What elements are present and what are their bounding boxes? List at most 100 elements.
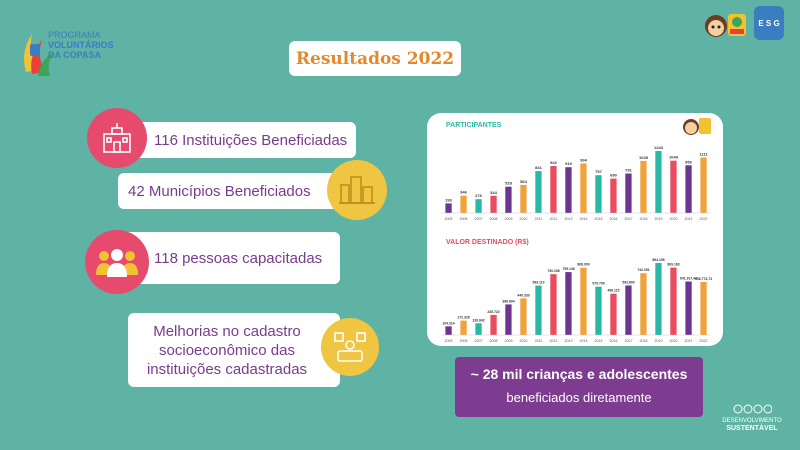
- participantes-bar: [505, 186, 512, 213]
- participantes-year-label: 2015: [595, 217, 603, 221]
- valor-year-label: 2014: [580, 339, 588, 343]
- valor-bar: [700, 281, 707, 335]
- participantes-value-label: 690: [610, 173, 617, 178]
- participantes-year-label: 2009: [505, 217, 513, 221]
- participantes-value-label: 344: [490, 190, 497, 195]
- people-circle: [85, 230, 149, 294]
- participantes-value-label: 1049: [669, 155, 679, 160]
- valor-year-label: 2006: [460, 339, 468, 343]
- participantes-value-label: 791: [625, 168, 632, 173]
- valor-value-label: 809.183: [667, 263, 679, 267]
- valor-value-label: 496.115: [607, 289, 619, 293]
- esg-text: E S G: [758, 18, 780, 28]
- valor-year-label: 2013: [565, 339, 573, 343]
- valor-value-label: 579.709: [592, 282, 604, 286]
- charts-panel: PARTICIPANTES VALOR DESTINADO (R$) 193 20…: [427, 113, 723, 346]
- valor-value-label: 172.328: [457, 316, 469, 320]
- participantes-bar: [580, 163, 587, 213]
- participantes-bar: [520, 184, 527, 213]
- participantes-year-label: 2006: [460, 217, 468, 221]
- participantes-bar: [640, 160, 647, 213]
- participantes-year-label: 2012: [550, 217, 558, 221]
- valor-value-label: 636.774,73: [695, 277, 712, 281]
- valor-year-label: 2009: [505, 339, 513, 343]
- stat-instituicoes: 116 Instituições Beneficiadas: [118, 122, 356, 158]
- valor-bar: [460, 320, 467, 335]
- participantes-year-label: 2011: [535, 217, 543, 221]
- valor-bar: [670, 267, 677, 335]
- sustainability-icons: [733, 404, 773, 414]
- valor-bar: [655, 263, 662, 335]
- valor-value-label: 593.110: [532, 281, 544, 285]
- participantes-bar: [655, 151, 662, 213]
- logo-hands-icon: [24, 34, 54, 76]
- logo-line2: VOLUNTÁRIOS: [48, 40, 114, 50]
- logo-line1: PROGRAMA: [48, 30, 101, 40]
- participantes-bar: [475, 199, 482, 213]
- programa-logo: PROGRAMA VOLUNTÁRIOS DA COPASA: [18, 22, 153, 82]
- participantes-bar: [700, 157, 707, 213]
- valor-year-label: 2012: [550, 339, 558, 343]
- participantes-year-label: 2008: [490, 217, 498, 221]
- charts-svg: PARTICIPANTES VALOR DESTINADO (R$) 193 20…: [441, 118, 712, 343]
- valor-value-label: 240.722: [487, 310, 499, 314]
- participantes-year-label: 2013: [565, 217, 573, 221]
- valor-value-label: 864.196: [652, 258, 664, 262]
- participantes-year-label: 2022: [700, 217, 708, 221]
- valor-year-label: 2019: [655, 339, 663, 343]
- participantes-bar: [610, 178, 617, 213]
- valor-year-label: 2007: [475, 339, 483, 343]
- participantes-value-label: 919: [565, 161, 572, 166]
- valor-value-label: 808.000: [577, 263, 589, 267]
- participantes-bar: [445, 203, 452, 213]
- valor-value-label: 755.146: [562, 267, 574, 271]
- participantes-bar: [595, 175, 602, 213]
- valor-value-label: 730.236: [547, 269, 559, 273]
- participantes-year-label: 2010: [520, 217, 528, 221]
- valor-bar: [625, 285, 632, 335]
- valor-bar: [640, 273, 647, 335]
- participantes-year-label: 2020: [670, 217, 678, 221]
- participantes-value-label: 193: [445, 197, 452, 202]
- valor-bar: [610, 293, 617, 335]
- participantes-value-label: 1243: [654, 145, 664, 150]
- institution-circle: [87, 108, 147, 168]
- participantes-chart: 193 2005 346 2006 276 2007 344 2008 528 2009 564 20…: [441, 145, 711, 221]
- valor-year-label: 2011: [535, 339, 543, 343]
- people-icon: [96, 249, 138, 277]
- participantes-bar: [535, 171, 542, 213]
- valor-bar: [580, 267, 587, 335]
- stat-cadastro: Melhorias no cadastro socioeconômico das…: [128, 313, 340, 387]
- participantes-year-label: 2005: [445, 217, 453, 221]
- participantes-year-label: 2016: [610, 217, 618, 221]
- valor-year-label: 2021: [685, 339, 693, 343]
- esg-badge: E S G: [754, 6, 784, 40]
- participantes-value-label: 528: [505, 181, 512, 186]
- valor-bar: [565, 272, 572, 335]
- participantes-value-label: 1111: [699, 152, 708, 157]
- kids-mascot-icon: [704, 10, 748, 40]
- valor-year-label: 2008: [490, 339, 498, 343]
- participantes-bar: [460, 195, 467, 213]
- participantes-value-label: 956: [685, 159, 692, 164]
- participantes-year-label: 2017: [625, 217, 633, 221]
- valor-value-label: 104.314: [442, 321, 454, 325]
- participantes-value-label: 994: [580, 157, 587, 162]
- valor-bar: [505, 304, 512, 335]
- participantes-bar: [550, 166, 557, 213]
- participantes-year-label: 2014: [580, 217, 588, 221]
- valor-year-label: 2005: [445, 339, 453, 343]
- panel-mascot-icon: [683, 118, 711, 135]
- valor-value-label: 366.804: [502, 299, 514, 303]
- valor-bar: [475, 323, 482, 335]
- participantes-value-label: 564: [520, 179, 527, 184]
- participantes-year-label: 2007: [475, 217, 483, 221]
- stat-pessoas-text: 118 pessoas capacitadas: [154, 249, 323, 267]
- valor-bar: [535, 285, 542, 335]
- valor-year-label: 2016: [610, 339, 618, 343]
- logo-line3: DA COPASA: [48, 50, 102, 60]
- stat-instituicoes-text: 116 Instituições Beneficiadas: [154, 131, 348, 149]
- beneficiados-line2: beneficiados diretamente: [506, 390, 652, 405]
- valor-bar: [445, 326, 452, 335]
- register-circle: [321, 318, 379, 376]
